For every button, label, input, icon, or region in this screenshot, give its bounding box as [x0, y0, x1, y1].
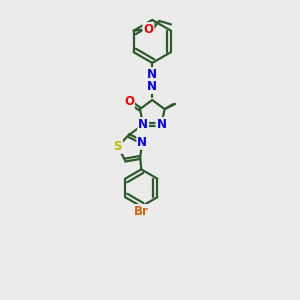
Text: N: N [147, 68, 157, 81]
Text: O: O [124, 95, 134, 108]
Text: N: N [156, 118, 167, 131]
Text: O: O [143, 23, 153, 36]
Text: N: N [137, 136, 147, 148]
Text: Br: Br [134, 205, 149, 218]
Text: N: N [138, 118, 148, 131]
Text: S: S [113, 140, 122, 153]
Text: N: N [147, 80, 157, 93]
